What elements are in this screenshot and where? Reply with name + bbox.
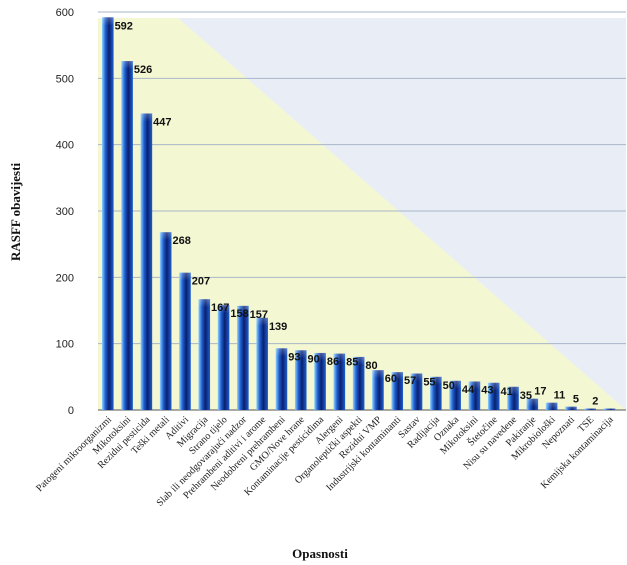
bar [430,376,442,410]
bar [372,370,384,410]
data-label: 139 [269,321,287,333]
bar-highlight [487,382,500,391]
data-label: 157 [250,309,268,321]
bar [507,386,519,410]
data-label: 44 [462,384,475,396]
data-label: 11 [554,390,566,402]
bar-highlight [449,380,461,389]
bar-highlight [507,386,519,395]
data-label: 592 [115,20,133,32]
bar [487,382,500,410]
data-label: 447 [153,116,171,128]
bar [294,350,307,410]
data-label: 43 [481,384,493,396]
data-label: 35 [520,390,532,402]
bar-highlight [314,352,326,361]
y-axis-title: RASFF obavijesti [8,163,23,261]
bar-highlight [294,350,307,359]
bar-highlight [372,370,384,379]
bar-highlight [545,402,558,410]
bar [237,305,249,410]
data-label: 86 [327,356,339,368]
bar [391,372,404,410]
y-tick-label: 600 [56,7,74,19]
x-axis-title: Opasnosti [292,546,348,561]
data-label: 90 [308,353,320,365]
data-label: 167 [211,302,229,314]
data-label: 207 [192,276,210,288]
bar-highlight [430,376,442,385]
data-label: 57 [404,375,416,387]
data-label: 93 [288,351,300,363]
data-label: 80 [365,360,377,372]
bar [179,272,191,410]
data-label: 55 [423,377,435,389]
bar-highlight [565,406,577,410]
y-tick-label: 200 [56,272,74,284]
bar-highlight [237,305,249,314]
bar-highlight [352,356,365,365]
bar [314,352,326,410]
data-label: 60 [385,373,397,385]
plot-wedge [98,18,626,410]
bar-highlight [584,408,596,410]
bar-highlight [102,17,114,26]
data-label: 158 [230,308,248,320]
bar-highlight [198,299,211,308]
bar-highlight [275,348,288,357]
y-tick-label: 300 [56,206,74,218]
bar [468,381,481,410]
bar-highlight [121,61,133,70]
data-label: 17 [534,386,546,398]
bar [333,353,346,410]
plot-area [98,18,626,410]
bar [102,17,114,410]
x-axis-categories: Patogeni mikroorganizmiMikotoksiniRezidu… [34,413,616,508]
bar-highlight [179,272,191,281]
bar-highlight [333,353,346,362]
bar-highlight [256,317,268,326]
bar [352,356,365,410]
data-label: 2 [592,396,598,408]
data-label: 268 [172,235,190,247]
bar-highlight [468,381,481,390]
y-tick-label: 0 [68,405,74,417]
bar-highlight [603,408,616,410]
bar [449,380,461,410]
data-label: 5 [573,394,579,406]
bar-highlight [526,398,539,407]
bar [256,317,268,410]
bar [275,348,288,410]
bar-highlight [159,232,172,241]
y-axis-ticks: 0 100 200 300 400 500 600 [56,7,74,417]
bar-highlight [217,305,230,314]
x-tick-label: Patogeni mikroorganizmi [34,414,114,494]
bar-highlight [410,373,423,382]
data-label: 526 [134,64,152,76]
y-tick-label: 500 [56,73,74,85]
bar [140,113,153,411]
bars [102,17,616,411]
data-label: 85 [346,357,358,369]
data-label: 50 [443,380,455,392]
y-tick-label: 400 [56,140,74,152]
bar [410,373,423,410]
bar-highlight [391,372,404,381]
data-label: 41 [501,386,513,398]
bar [159,232,172,410]
bar [121,61,133,410]
bar-highlight [140,113,153,122]
bar [198,299,211,410]
y-tick-label: 100 [56,339,74,351]
bar [217,305,230,410]
